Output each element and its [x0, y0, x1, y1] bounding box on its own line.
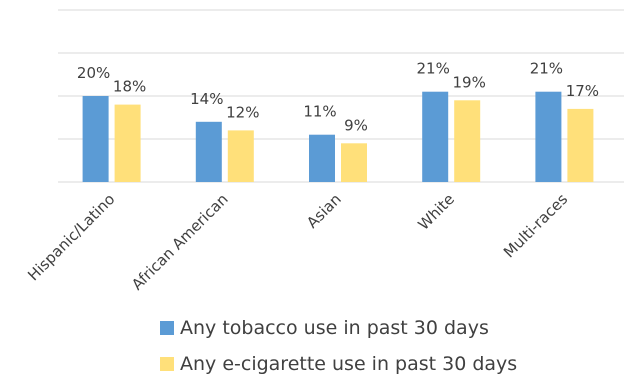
legend-label-tobacco: Any tobacco use in past 30 days: [180, 317, 489, 339]
bar-tobacco-3: [422, 91, 449, 182]
data-label-ecigarette-4: 17%: [566, 82, 599, 100]
data-label-tobacco-1: 14%: [190, 90, 223, 108]
legend-item-ecigarette: Any e-cigarette use in past 30 days: [160, 352, 517, 376]
x-tick-labels: Hispanic/Latino African American Asian Whit…: [24, 190, 571, 294]
gridlines: [58, 9, 624, 183]
x-tick-label-0: Hispanic/Latino: [24, 190, 118, 284]
legend-label-ecigarette: Any e-cigarette use in past 30 days: [180, 353, 518, 375]
legend: Any tobacco use in past 30 days Any e-ci…: [160, 316, 517, 388]
bar-tobacco-1: [195, 121, 222, 182]
data-label-ecigarette-3: 19%: [453, 73, 486, 91]
bar-ecigarette-1: [227, 130, 254, 182]
bar-tobacco-0: [82, 96, 109, 182]
data-label-tobacco-4: 21%: [530, 60, 563, 78]
data-labels: 20%18%14%12% 11%9%21%19%21%17%: [77, 60, 599, 135]
bar-tobacco-2: [309, 134, 335, 182]
x-tick-label-2: Asian: [303, 190, 345, 232]
data-label-ecigarette-2: 9%: [344, 116, 368, 134]
legend-swatch-tobacco: [160, 321, 174, 335]
bar-ecigarette-0: [114, 104, 141, 182]
x-tick-label-1: African American: [128, 190, 232, 294]
bar-ecigarette-4: [567, 108, 594, 182]
bar-ecigarette-3: [454, 100, 481, 182]
data-label-tobacco-2: 11%: [303, 103, 336, 121]
bars: [82, 91, 594, 182]
data-label-ecigarette-1: 12%: [226, 103, 259, 121]
legend-item-tobacco: Any tobacco use in past 30 days: [160, 316, 517, 340]
bar-tobacco-4: [535, 91, 562, 182]
data-label-ecigarette-0: 18%: [113, 78, 146, 96]
data-label-tobacco-0: 20%: [77, 64, 110, 82]
legend-swatch-ecigarette: [160, 357, 174, 371]
x-tick-label-4: Multi-races: [500, 190, 571, 261]
x-tick-label-3: White: [414, 190, 458, 234]
bar-ecigarette-2: [341, 143, 367, 182]
bar-chart: 20%18%14%12% 11%9%21%19%21%17% Hispanic/L…: [24, 9, 624, 294]
data-label-tobacco-3: 21%: [417, 60, 450, 78]
